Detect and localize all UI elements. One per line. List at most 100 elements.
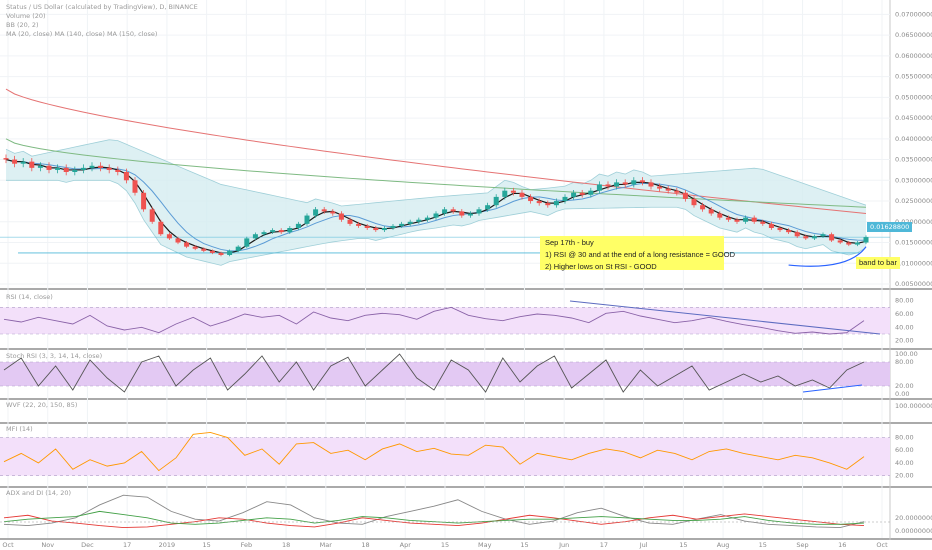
candle-body: [794, 232, 800, 237]
candle-body: [338, 213, 344, 220]
candle-body: [407, 221, 413, 224]
y-tick-label: 20.00: [895, 337, 914, 345]
candle-body: [261, 232, 267, 235]
candle-body: [751, 217, 757, 222]
x-tick-label: 17: [123, 541, 131, 549]
rsi-trendline: [569, 300, 881, 335]
candle-body: [760, 221, 766, 224]
candle-body: [158, 221, 164, 235]
candle-body: [132, 180, 138, 193]
annotation-arc: [788, 246, 867, 267]
candle-body: [356, 223, 362, 226]
stoch-trendline: [802, 384, 863, 393]
x-tick-label: Jun: [558, 541, 569, 549]
candle-body: [786, 230, 792, 233]
candle-body: [184, 242, 190, 247]
candle-body: [553, 201, 559, 206]
x-tick-label: Apr: [400, 541, 412, 549]
candle-body: [373, 228, 379, 231]
candle-body: [218, 252, 224, 255]
y-axis: 0.07000000 0.06500000 0.06000000 0.05500000…: [895, 10, 932, 534]
chart-title: Status / US Dollar (calculated by Tradin…: [6, 3, 198, 11]
candle-body: [622, 182, 628, 185]
x-tick-label: Oct: [876, 541, 888, 549]
candle-body: [390, 225, 396, 228]
candle-body: [682, 192, 688, 199]
candle-body: [519, 192, 525, 197]
candle-body: [657, 186, 663, 189]
x-tick-label: Dec: [81, 541, 94, 549]
x-tick-label: 16: [838, 541, 846, 549]
candle-body: [166, 234, 172, 239]
adx-line-0: [3, 494, 865, 528]
candle-body: [665, 188, 671, 191]
candle-body: [330, 211, 336, 214]
candle-body: [29, 161, 35, 168]
rsi-pane-title: RSI (14, close): [6, 293, 53, 301]
x-tick-label: 2019: [159, 541, 176, 549]
note-line-3: 2) Higher lows on St RSI - GOOD: [545, 262, 657, 271]
y-tick-label: 60.00: [895, 446, 914, 454]
x-tick-label: Nov: [41, 541, 54, 549]
y-tick-label: 0.04000000: [895, 135, 932, 143]
candle-body: [209, 250, 215, 253]
stoch-line: [3, 353, 865, 393]
indicator-band: [0, 362, 890, 386]
side-annotation: band to bar: [856, 257, 900, 269]
x-tick-label: 15: [441, 541, 449, 549]
x-tick-label: 15: [759, 541, 767, 549]
y-tick-label: 0.01000000: [895, 259, 932, 267]
candle-body: [295, 223, 301, 228]
candle-body: [63, 167, 69, 172]
candle-body: [708, 209, 714, 214]
candle-body: [614, 182, 620, 187]
candle-body: [72, 169, 78, 172]
candle-body: [244, 238, 250, 247]
y-tick-label: 100.00000000: [895, 402, 932, 410]
adx-pane-title: ADX and DI (14, 20): [6, 489, 71, 497]
candle-body: [768, 223, 774, 228]
candle-body: [37, 165, 43, 168]
candle-body: [399, 223, 405, 226]
x-tick-label: Aug: [717, 541, 730, 549]
candle-body: [639, 180, 645, 183]
x-tick-label: 17: [600, 541, 608, 549]
candle-body: [252, 234, 258, 239]
candle-body: [820, 234, 826, 237]
y-tick-label: 20.00: [895, 382, 914, 390]
candle-body: [123, 172, 129, 181]
candle-body: [347, 219, 353, 224]
y-tick-label: 0.05000000: [895, 93, 932, 101]
ma-red-line: [5, 88, 867, 214]
y-tick-label: 60.00: [895, 310, 914, 318]
candle-body: [846, 242, 852, 245]
candle-body: [545, 203, 551, 206]
y-tick-label: 40.00: [895, 459, 914, 467]
candle-body: [596, 184, 602, 191]
bb-upper-line: [5, 139, 867, 207]
candle-body: [313, 209, 319, 216]
x-tick-label: 18: [282, 541, 290, 549]
candle-body: [201, 248, 207, 251]
candle-body: [12, 159, 18, 164]
candle-body: [562, 196, 568, 202]
candle-body: [829, 234, 835, 241]
y-tick-label: 80.00: [895, 358, 914, 366]
x-tick-label: 15: [202, 541, 210, 549]
candle-body: [442, 209, 448, 214]
y-tick-label: 80.00: [895, 297, 914, 305]
y-tick-label: 0.00: [895, 390, 909, 398]
candle-body: [777, 228, 783, 231]
candle-body: [141, 192, 147, 210]
candle-body: [115, 169, 121, 172]
candle-body: [287, 228, 293, 233]
candle-body: [510, 190, 516, 193]
bb-lower-line: [6, 179, 867, 266]
candle-body: [321, 209, 327, 212]
candle-body: [837, 240, 843, 243]
x-tick-label: Feb: [241, 541, 253, 549]
x-axis: Oct Nov Dec 17 2019 15 Feb 18 Mar 18 Apr 15 May 15 Jun…: [2, 541, 888, 549]
candle-body: [89, 165, 95, 168]
y-tick-label: 0.00500000: [895, 280, 932, 288]
